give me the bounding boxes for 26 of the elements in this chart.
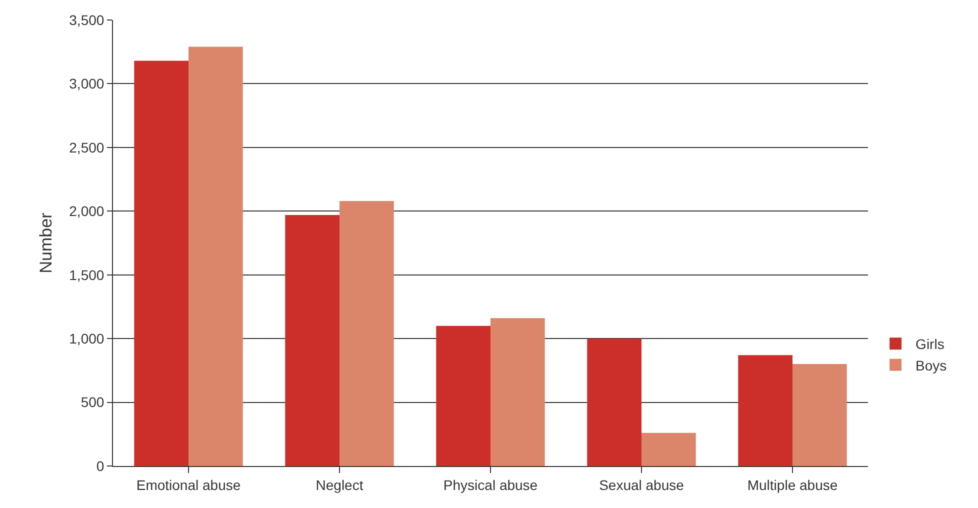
y-tick-label: 2,000: [69, 203, 104, 220]
y-tick-label: 500: [80, 394, 104, 410]
bar: [587, 338, 642, 466]
y-tick-label: 3,000: [69, 76, 104, 92]
legend-label: Boys: [916, 357, 947, 374]
bar: [285, 214, 340, 466]
y-tick-label: 3,500: [69, 12, 104, 28]
y-tick-label: 0: [96, 458, 104, 474]
bar: [642, 432, 696, 466]
bar: [792, 364, 847, 466]
x-tick-label: Emotional abuse: [136, 476, 241, 493]
bar: [436, 326, 490, 466]
bar: [340, 200, 394, 466]
y-axis-title: Number: [36, 212, 56, 274]
bar: [738, 355, 792, 466]
y-tick-label: 1,000: [69, 330, 104, 346]
x-tick-label: Multiple abuse: [747, 476, 838, 493]
x-tick-label: Sexual abuse: [599, 476, 684, 493]
bar: [490, 318, 545, 466]
x-tick-label: Physical abuse: [443, 476, 538, 493]
x-tick-label: Neglect: [316, 476, 364, 493]
y-tick-label: 1,500: [69, 266, 104, 283]
bar: [134, 60, 188, 466]
legend-label: Girls: [916, 336, 944, 352]
bar: [188, 46, 243, 466]
y-tick-label: 2,500: [69, 139, 104, 156]
